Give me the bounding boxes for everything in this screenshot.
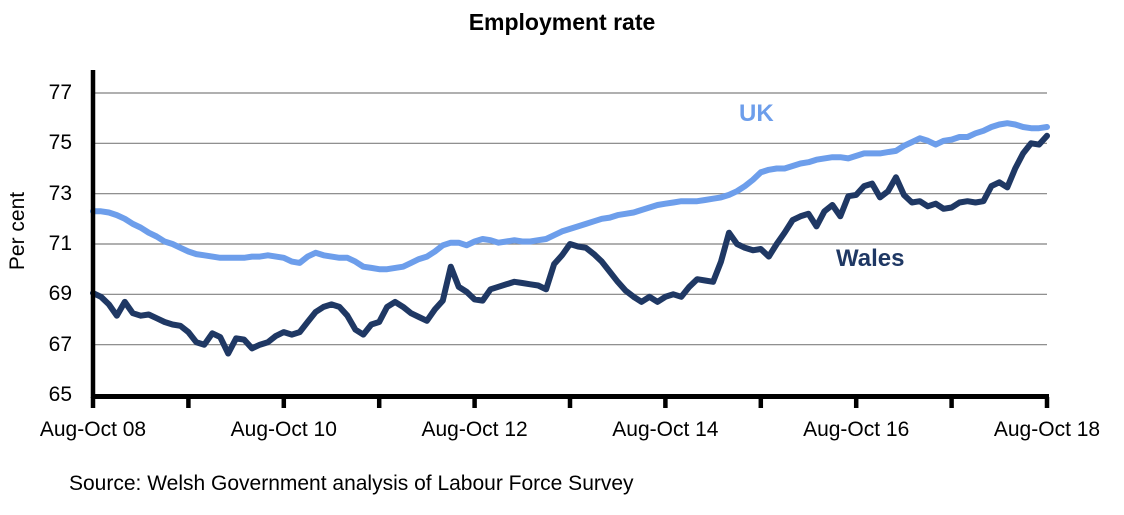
x-tick-label-0: Aug-Oct 08 <box>39 418 147 441</box>
y-tick-label-65: 65 <box>48 383 72 406</box>
x-tick-label-3: Aug-Oct 14 <box>612 418 719 441</box>
y-tick-label-77: 77 <box>48 81 72 104</box>
uk-series-label: UK <box>739 100 774 127</box>
x-tick-label-1: Aug-Oct 10 <box>230 418 337 441</box>
y-tick-label-69: 69 <box>48 282 72 306</box>
chart-title: Employment rate <box>468 9 656 35</box>
y-tick-label-75: 75 <box>48 131 72 155</box>
y-tick-label-71: 71 <box>48 232 72 255</box>
wales-series-label: Wales <box>836 245 905 272</box>
uk-series-line <box>90 120 1050 273</box>
x-tick-label-4: Aug-Oct 16 <box>803 418 910 441</box>
x-tick-label-2: Aug-Oct 12 <box>421 418 528 441</box>
wales-series-line <box>90 132 1050 357</box>
x-tick-label-5: Aug-Oct 18 <box>993 418 1101 441</box>
source-note: Source: Welsh Government analysis of Lab… <box>69 472 634 495</box>
y-tick-label-67: 67 <box>48 332 72 356</box>
y-tick-label-73: 73 <box>48 181 72 205</box>
